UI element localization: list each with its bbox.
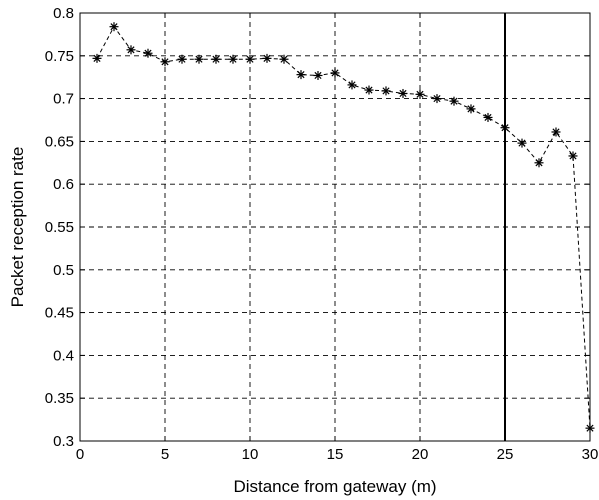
y-tick-label: 0.6 <box>53 176 74 193</box>
data-point-marker <box>500 123 510 133</box>
y-tick-label: 0.45 <box>45 305 74 322</box>
x-tick-label: 30 <box>582 446 599 463</box>
data-point-marker <box>483 112 493 122</box>
y-tick-label: 0.5 <box>53 262 74 279</box>
data-point-marker <box>330 68 340 78</box>
data-point-marker <box>109 22 119 32</box>
y-tick-label: 0.75 <box>45 48 74 65</box>
x-tick-label: 5 <box>161 446 169 463</box>
data-point-marker <box>449 96 459 106</box>
data-point-marker <box>568 151 578 161</box>
data-point-marker <box>160 57 170 67</box>
y-tick-label: 0.35 <box>45 390 74 407</box>
data-point-marker <box>126 45 136 55</box>
y-tick-label: 0.3 <box>53 433 74 450</box>
y-axis-label: Packet reception rate <box>8 147 27 308</box>
data-point-marker <box>211 54 221 64</box>
data-point-marker <box>534 158 544 168</box>
data-point-marker <box>177 54 187 64</box>
data-point-marker <box>262 53 272 63</box>
data-point-marker <box>279 54 289 64</box>
data-markers <box>92 22 595 433</box>
y-tick-label: 0.8 <box>53 5 74 22</box>
data-point-marker <box>398 88 408 98</box>
data-point-marker <box>551 127 561 137</box>
data-point-marker <box>364 85 374 95</box>
x-axis-label: Distance from gateway (m) <box>233 477 436 496</box>
x-tick-label: 10 <box>242 446 259 463</box>
data-point-marker <box>381 86 391 96</box>
x-tick-label: 20 <box>412 446 429 463</box>
data-point-marker <box>92 53 102 63</box>
data-point-marker <box>143 48 153 58</box>
data-point-marker <box>194 54 204 64</box>
data-point-marker <box>432 94 442 104</box>
data-point-marker <box>296 70 306 80</box>
data-point-marker <box>585 423 595 433</box>
y-axis-ticks: 0.3 0.35 0.4 0.45 0.5 0.55 0.6 0.65 0.7 0.75 0.8 <box>45 5 590 450</box>
y-tick-label: 0.7 <box>53 91 74 108</box>
data-point-marker <box>313 70 323 80</box>
y-tick-label: 0.4 <box>53 347 74 364</box>
grid-lines <box>80 13 590 441</box>
x-axis-ticks: 0 5 10 15 20 25 30 <box>76 13 599 463</box>
x-tick-label: 15 <box>327 446 344 463</box>
data-point-marker <box>517 138 527 148</box>
data-point-marker <box>466 104 476 114</box>
data-point-marker <box>415 89 425 99</box>
y-tick-label: 0.65 <box>45 133 74 150</box>
y-tick-label: 0.55 <box>45 219 74 236</box>
x-tick-label: 0 <box>76 446 84 463</box>
data-point-marker <box>245 54 255 64</box>
data-point-marker <box>228 54 238 64</box>
data-point-marker <box>347 80 357 90</box>
x-tick-label: 25 <box>497 446 514 463</box>
